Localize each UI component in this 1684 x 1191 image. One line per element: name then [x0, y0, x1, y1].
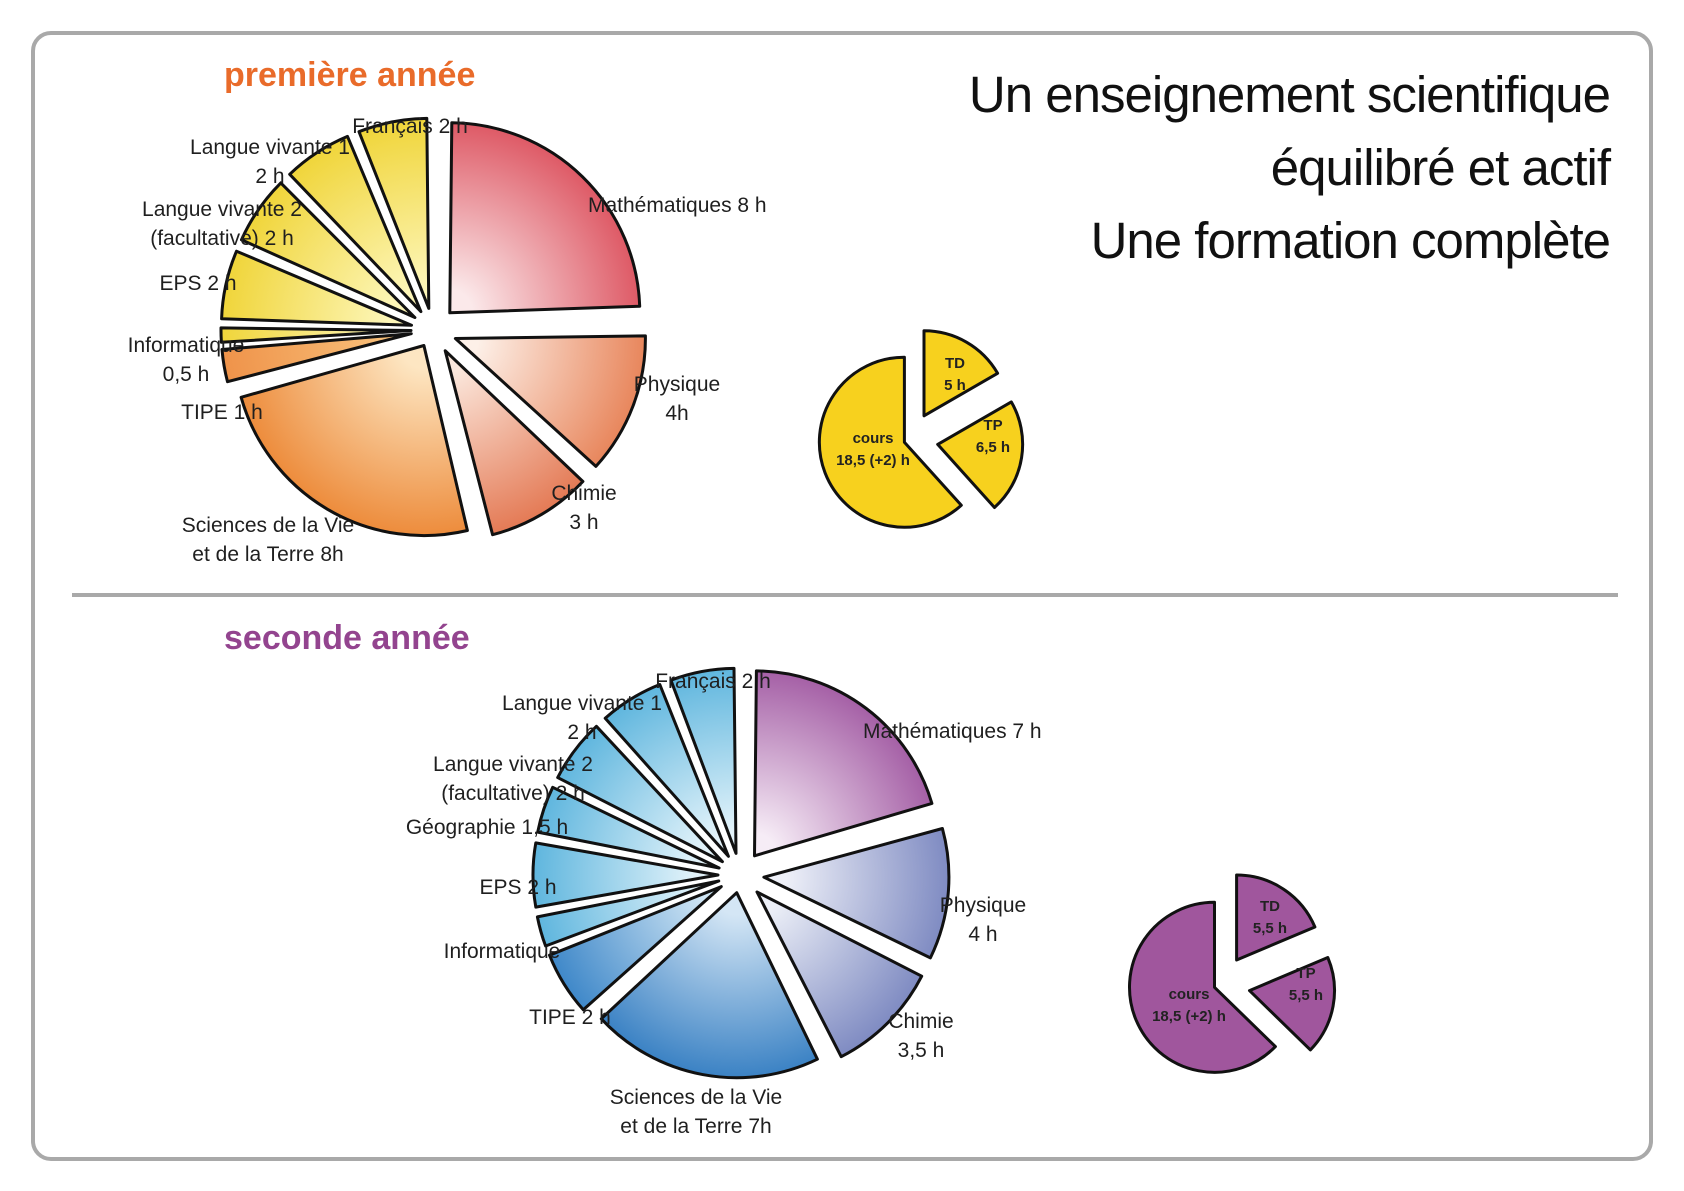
- pie1-label-informatique: Informatique 0,5 h: [128, 334, 245, 386]
- pie-year1: Mathématiques 8 h Physique 4h Chimie 3 h Scie…: [128, 115, 767, 566]
- pie2-label-physique: Physique 4 h: [940, 894, 1026, 946]
- pie2-slice-geographie: [536, 785, 721, 870]
- pie2-slice-langue-vivante-1: [603, 683, 730, 858]
- pie2-slice-sciences-de-la-vie-et-de-la-terre: [599, 891, 819, 1080]
- title-line-1: Un enseignement scientifique: [969, 66, 1610, 123]
- pie1-label-eps: EPS 2 h: [159, 272, 236, 295]
- pie1-slice-sciences-de-la-vie-et-de-la-terre: [239, 344, 469, 538]
- pie2b-slice-td: [1235, 873, 1317, 962]
- pie2-label-eps: EPS 2 h: [479, 876, 556, 899]
- pie1-slice-tipe: [220, 332, 413, 384]
- pie2-label-chimie: Chimie 3,5 h: [888, 1010, 953, 1062]
- pie2-label-langue-vivante-2-facultative: Langue vivante 2 (facultative) 2 h: [433, 753, 593, 805]
- pie1b-label-cours: cours 18,5 (+2) h: [836, 430, 910, 469]
- pie1-slice-chimie: [443, 349, 585, 537]
- pie-year2-split: TD 5,5 hTP 5,5 h cours 18,5 (+2) h: [1128, 873, 1336, 1074]
- pie1-slice-francais: [357, 116, 431, 310]
- title-line-2: équilibré et actif: [1271, 139, 1612, 196]
- pie2-label-mathematiques: Mathématiques 7 h: [863, 720, 1042, 743]
- pie1-label-tipe: TIPE 1 h: [181, 401, 263, 424]
- pie2-label-geographie: Géographie 1,5 h: [406, 816, 568, 839]
- pie2-slice-tipe: [548, 885, 723, 1012]
- title-line-3: Une formation complète: [1091, 212, 1610, 269]
- pie1-label-sciences-de-la-vie-et-de-la-terre: Sciences de la Vie et de la Terre 8h: [182, 514, 354, 566]
- pie1-label-mathematiques: Mathématiques 8 h: [588, 194, 767, 217]
- pie1b-slice-td: [922, 329, 1000, 418]
- pie2-slice-langue-vivante-2-facultative: [556, 724, 724, 864]
- pie1-slice-informatique: [219, 326, 413, 344]
- pie2-slice-eps: [531, 841, 720, 909]
- pie1-label-physique: Physique 4h: [634, 373, 720, 425]
- pie2b-label-td: TD 5,5 h: [1253, 898, 1287, 937]
- pie2-slice-mathematiques: [753, 669, 934, 858]
- pie2-slice-physique: [762, 827, 951, 960]
- pie2-slice-informatique: [535, 879, 721, 948]
- pie-year2: Mathématiques 7 h Physique 4 h Chimie 3,5 h S…: [406, 666, 1042, 1138]
- pie2-slice-chimie: [755, 890, 924, 1059]
- pie2b-slice-cours: [1128, 900, 1277, 1074]
- pie1-label-francais: Français 2 h: [352, 115, 468, 138]
- pie2-label-informatique: Informatique: [444, 940, 561, 963]
- year2-title: seconde année: [224, 619, 470, 657]
- pie1-label-langue-vivante-2-facultative: Langue vivante 2 (facultative) 2 h: [142, 198, 302, 250]
- pie2-label-sciences-de-la-vie-et-de-la-terre: Sciences de la Vie et de la Terre 7h: [610, 1086, 782, 1138]
- pie1-slice-langue-vivante-1: [288, 134, 423, 314]
- pie1-slice-eps: [220, 249, 413, 327]
- pie1-slice-langue-vivante-2-facultative: [240, 181, 417, 319]
- pie1b-label-tp: TP 6,5 h: [976, 417, 1010, 456]
- pie1b-slice-cours: [817, 355, 963, 529]
- pie1b-slice-tp: [936, 400, 1025, 509]
- pie2b-label-tp: TP 5,5 h: [1289, 965, 1323, 1004]
- pie-year1-split: TD 5 h TP 6,5 h cours 18,5 (+2) h: [817, 329, 1025, 529]
- pie2-label-tipe: TIPE 2 h: [529, 1006, 611, 1029]
- pie2-slice-francais: [669, 666, 738, 855]
- pie2b-label-cours: cours 18,5 (+2) h: [1152, 986, 1226, 1025]
- pie2b-slice-tp: [1248, 956, 1336, 1052]
- pie1-label-chimie: Chimie 3 h: [551, 482, 616, 534]
- pie1-slice-physique: [453, 334, 647, 468]
- pie2-label-francais: Français 2 h: [655, 670, 771, 693]
- pie1b-label-td: TD 5 h: [944, 355, 966, 394]
- pie1-slice-mathematiques: [448, 121, 642, 315]
- year1-title: première année: [224, 56, 475, 94]
